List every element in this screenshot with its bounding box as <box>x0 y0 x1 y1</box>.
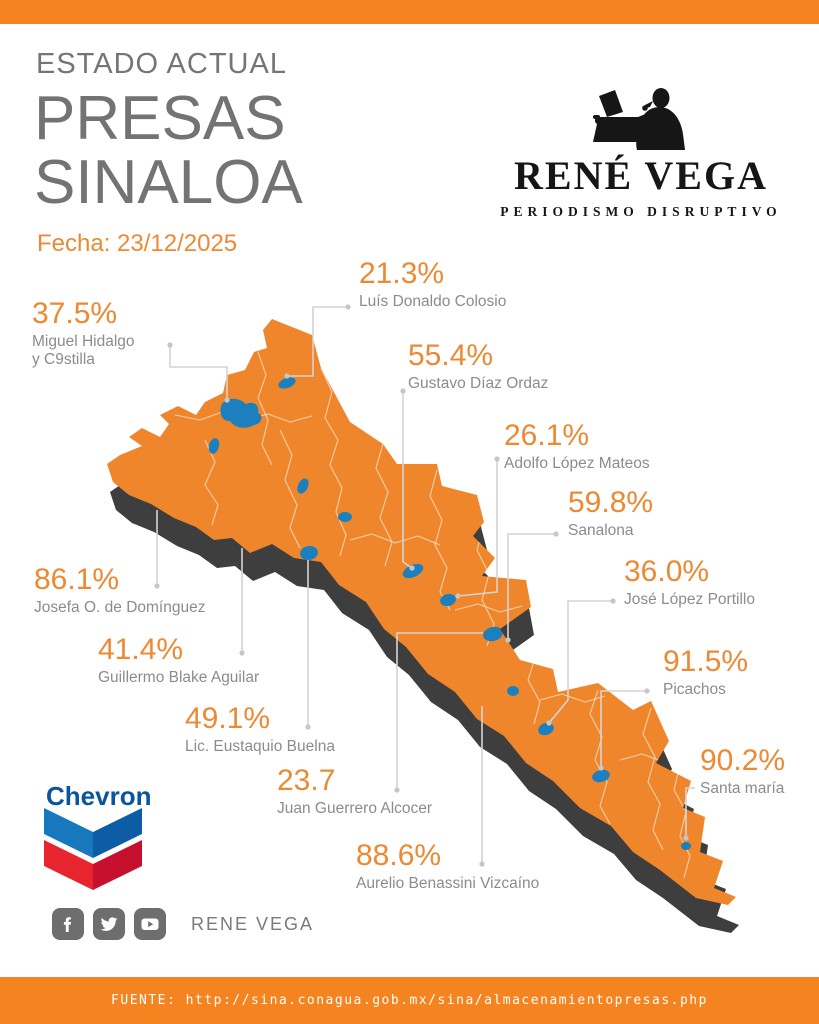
facebook-icon[interactable] <box>52 908 84 940</box>
brand-block: RENÉ VEGA PERIODISMO DISRUPTIVO <box>500 86 782 220</box>
dam-label-josefa-o-de-dominguez: 86.1% Josefa O. de Domínguez <box>34 564 205 617</box>
dam-value: 36.0% <box>624 555 710 588</box>
dam-name: Sanalona <box>568 521 634 539</box>
chevron-logo-icon <box>44 808 142 890</box>
footer-bar: FUENTE: http://sina.conagua.gob.mx/sina/… <box>0 977 819 1024</box>
dam-value: 26.1% <box>504 419 590 452</box>
dam-label-juan-guerrero-alcocer: 23.7 Juan Guerrero Alcocer <box>277 765 432 818</box>
dam-label-adolfo-lopez-mateos: 26.1% Adolfo López Mateos <box>504 420 650 473</box>
dam-label-eustaquio-buelna: 49.1% Lic. Eustaquio Buelna <box>185 703 335 756</box>
date-label: Fecha: 23/12/2025 <box>37 230 238 257</box>
dam-name: Adolfo López Mateos <box>504 454 650 472</box>
dam-label-santa-maria: 90.2% Santa maría <box>700 745 785 798</box>
page-title-line2: SINALOA <box>34 148 303 217</box>
dam-label-aurelio-benassini: 88.6% Aurelio Benassini Vizcaíno <box>356 840 539 893</box>
dam-label-sanalona: 59.8% Sanalona <box>568 487 653 540</box>
connector-endpoints <box>154 304 689 867</box>
dam-value: 21.3% <box>359 257 445 290</box>
dam-name: Luís Donaldo Colosio <box>359 292 507 310</box>
twitter-icon[interactable] <box>93 908 125 940</box>
dam-label-gustavo-diaz-ordaz: 55.4% Gustavo Díaz Ordaz <box>408 340 548 393</box>
dam-name: Lic. Eustaquio Buelna <box>185 737 335 755</box>
journalist-typewriter-silhouette-icon <box>593 88 685 150</box>
social-row: RENE VEGA <box>52 908 314 940</box>
dam-value: 49.1% <box>185 702 271 735</box>
dam-name: José López Portillo <box>624 590 755 608</box>
dam-value: 86.1% <box>34 563 120 596</box>
brand-tagline: PERIODISMO DISRUPTIVO <box>500 204 782 219</box>
dam-value: 88.6% <box>356 839 442 872</box>
dam-value: 90.2% <box>700 744 786 777</box>
dam-value: 91.5% <box>663 645 749 678</box>
dam-value: 59.8% <box>568 486 654 519</box>
dam-name: Miguel Hidalgo y C9stilla <box>32 332 135 368</box>
reservoir-water-bodies <box>208 377 691 850</box>
title-kicker: ESTADO ACTUAL <box>36 48 287 80</box>
dam-value: 23.7 <box>277 764 336 797</box>
top-accent-bar <box>0 0 819 24</box>
chevron-wordmark: Chevron <box>46 781 152 811</box>
dam-value: 55.4% <box>408 339 494 372</box>
dam-label-picachos: 91.5% Picachos <box>663 646 748 699</box>
social-handle: RENE VEGA <box>191 913 315 934</box>
dam-name: Josefa O. de Domínguez <box>34 598 206 616</box>
dam-name: Picachos <box>663 680 726 698</box>
dam-value: 37.5% <box>32 297 118 330</box>
dam-label-luis-donaldo-colosio: 21.3% Luís Donaldo Colosio <box>359 258 506 311</box>
dam-label-jose-lopez-portillo: 36.0% José López Portillo <box>624 556 755 609</box>
footer-source: FUENTE: http://sina.conagua.gob.mx/sina/… <box>111 993 708 1008</box>
dam-value: 41.4% <box>98 633 184 666</box>
dam-name: Gustavo Díaz Ordaz <box>408 374 549 392</box>
dam-name: Santa maría <box>700 779 785 797</box>
brand-name: RENÉ VEGA <box>514 153 768 198</box>
dam-name: Guillermo Blake Aguilar <box>98 668 260 686</box>
dam-name: Aurelio Benassini Vizcaíno <box>356 874 540 892</box>
youtube-icon[interactable] <box>134 908 166 940</box>
label-connectors <box>156 306 695 864</box>
dam-name: Juan Guerrero Alcocer <box>277 799 433 817</box>
dam-label-guillermo-blake-aguilar: 41.4% Guillermo Blake Aguilar <box>98 634 259 687</box>
page-title-line1: PRESAS <box>34 84 286 153</box>
dam-label-miguel-hidalgo: 37.5% Miguel Hidalgo y C9stilla <box>32 298 144 369</box>
